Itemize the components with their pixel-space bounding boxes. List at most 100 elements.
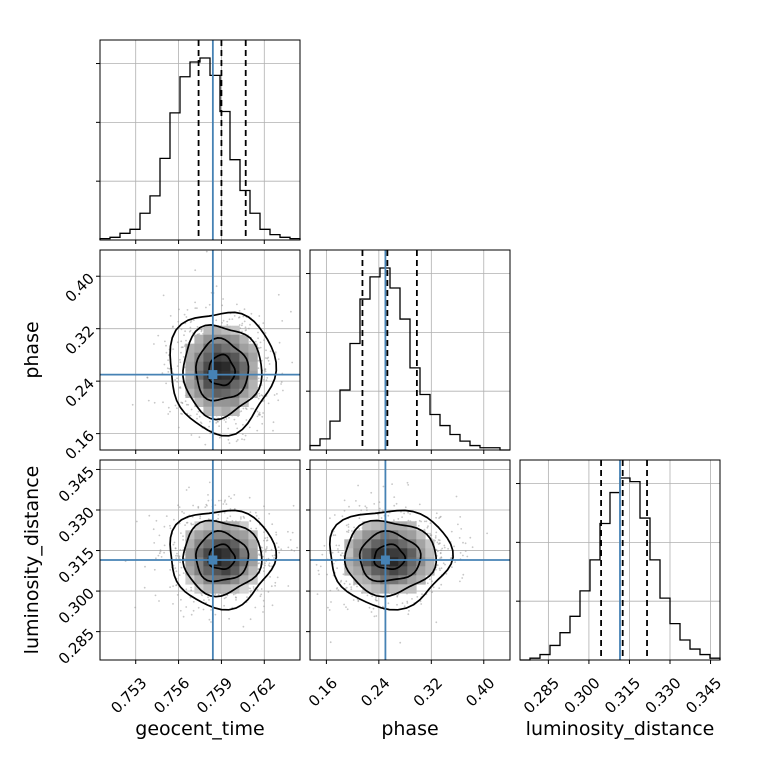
panel-geocent_time-vs-phase-scatter-point [236,439,239,441]
panel-geocent_time-vs-phase-scatter-point [177,320,180,323]
panel-geocent_time-vs-luminosity_distance-density-cell [221,548,231,558]
panel-geocent_time-vs-phase-scatter-point [187,403,190,406]
panel-geocent_time-vs-luminosity_distance-density-cell [203,566,213,576]
panel-geocent_time-vs-phase-scatter-point [243,438,246,441]
panel-geocent_time-vs-luminosity_distance-scatter-point [233,494,236,496]
panel-phase-vs-luminosity_distance-scatter-point [395,502,398,505]
panel-geocent_time-vs-luminosity_distance-scatter-point [254,606,257,609]
panel-geocent_time-vs-phase-scatter-point [165,351,168,354]
panel-geocent_time-vs-luminosity_distance-scatter-point [206,504,208,507]
panel-phase-vs-luminosity_distance-scatter-point [345,606,347,608]
panel-phase-vs-luminosity_distance-scatter-point [445,572,448,575]
tick-label-y-luminosity_distance-1: 0.300 [55,584,98,627]
panel-phase-vs-luminosity_distance-scatter-point [391,483,393,485]
panel-phase-vs-luminosity_distance-scatter-point [387,514,390,517]
panel-geocent_time-vs-phase-scatter-point [205,250,208,253]
panel-phase-vs-luminosity_distance-scatter-point [466,555,469,558]
panel-phase-vs-luminosity_distance-scatter-point [438,587,441,589]
panel-geocent_time-vs-luminosity_distance-scatter-point [214,593,217,596]
panel-phase-vs-luminosity_distance-scatter-point [357,484,359,487]
panel-geocent_time-vs-luminosity_distance-density-cell [212,548,222,558]
panel-geocent_time-vs-luminosity_distance-scatter-point [275,542,278,545]
panel-phase-vs-luminosity_distance-scatter-point [341,515,344,518]
panel-geocent_time-vs-luminosity_distance-scatter-point [273,557,275,559]
panel-geocent_time-vs-phase-scatter-point [244,407,247,410]
panel-phase-vs-luminosity_distance-scatter-point [464,550,467,552]
panel-geocent_time-vs-luminosity_distance-scatter-point [268,562,271,565]
panel-geocent_time-vs-luminosity_distance-scatter-point [192,504,195,507]
panel-geocent_time-vs-luminosity_distance-scatter-point [210,621,212,623]
panel-geocent_time-vs-luminosity_distance-scatter-point [217,593,220,596]
panel-geocent_time-vs-phase-scatter-point [131,403,134,406]
panel-phase-vs-luminosity_distance-scatter-point [435,531,438,534]
panel-geocent_time-vs-luminosity_distance-scatter-point [184,524,187,526]
panel-geocent_time-vs-luminosity_distance-scatter-point [263,539,265,542]
panel-geocent_time-vs-phase-scatter-point [221,304,224,307]
panel-geocent_time-vs-phase-scatter-point [238,316,241,318]
panel-geocent_time-vs-luminosity_distance-scatter-point [165,515,168,517]
panel-phase-vs-luminosity_distance-scatter-point [370,611,373,613]
panel-geocent_time-vs-luminosity_distance-scatter-point [169,524,171,527]
panel-phase-vs-luminosity_distance-scatter-point [329,589,332,592]
panel-phase-vs-luminosity_distance-scatter-point [459,552,462,554]
panel-phase-vs-luminosity_distance-scatter-point [471,546,474,549]
panel-geocent_time-vs-phase-scatter-point [252,407,254,410]
panel-phase-vs-luminosity_distance-scatter-point [393,519,395,522]
panel-phase-vs-luminosity_distance-scatter-point [333,514,336,516]
panel-geocent_time-vs-phase-density-cell [221,343,231,353]
panel-geocent_time-vs-luminosity_distance-scatter-point [264,562,266,565]
hist-geocent_time-frame [99,39,301,241]
panel-geocent_time-vs-luminosity_distance-scatter-point [223,511,226,514]
panel-geocent_time-vs-luminosity_distance-scatter-point [192,609,195,612]
panel-geocent_time-vs-phase-scatter-point [257,331,259,334]
panel-geocent_time-vs-luminosity_distance-scatter-point [269,576,271,578]
panel-phase-vs-luminosity_distance-scatter-point [378,501,381,504]
panel-geocent_time-vs-luminosity_distance-frame [99,459,301,661]
panel-geocent_time-vs-luminosity_distance-scatter-point [185,606,188,608]
panel-phase-vs-luminosity_distance-scatter-point [370,491,373,494]
tick-label-x-geocent_time-1: 0.756 [150,674,193,717]
panel-geocent_time-vs-luminosity_distance-scatter-point [265,539,268,542]
panel-geocent_time-vs-luminosity_distance-scatter-point [208,599,210,601]
panel-geocent_time-vs-phase-scatter-point [263,339,265,341]
panel-geocent_time-vs-phase-scatter-point [215,422,218,424]
panel-geocent_time-vs-phase-scatter-point [162,294,165,297]
panel-geocent_time-vs-luminosity_distance-scatter-point [263,567,265,569]
panel-geocent_time-vs-phase-scatter-point [259,341,262,344]
panel-geocent_time-vs-phase-scatter-point [190,408,193,411]
panel-geocent_time-vs-phase-scatter-point [174,404,177,407]
panel-geocent_time-vs-phase-scatter-point [198,333,201,335]
panel-geocent_time-vs-luminosity_distance-scatter-point [189,596,192,599]
panel-geocent_time-vs-phase-scatter-point [257,414,260,416]
panel-geocent_time-vs-phase-scatter-point [260,394,263,396]
panel-geocent_time-vs-phase-scatter-point [209,420,211,423]
panel-geocent_time-vs-luminosity_distance-scatter-point [267,564,270,567]
panel-geocent_time-vs-luminosity_distance-contour-2 [182,519,263,598]
panel-geocent_time-vs-luminosity_distance-scatter-point [153,568,156,571]
panel-geocent_time-vs-phase-scatter-point [268,363,271,365]
panel-geocent_time-vs-luminosity_distance-scatter-point [192,523,195,526]
panel-geocent_time-vs-phase-scatter-point [256,415,259,418]
panel-geocent_time-vs-luminosity_distance-scatter-point [152,528,155,531]
panel-geocent_time-vs-luminosity_distance-scatter-point [263,605,265,608]
panel-geocent_time-vs-luminosity_distance-scatter-point [190,589,193,592]
tick-label-x-phase-2: 0.32 [410,674,446,710]
panel-geocent_time-vs-phase-scatter-point [199,421,202,424]
panel-phase-vs-luminosity_distance-scatter-point [397,518,400,520]
panel-phase-vs-luminosity_distance-scatter-point [420,603,423,605]
panel-geocent_time-vs-phase-density-cell [248,361,258,371]
panel-phase-vs-luminosity_distance-scatter-point [321,553,324,556]
panel-geocent_time-vs-luminosity_distance-contour-1 [195,530,250,583]
panel-geocent_time-vs-phase-scatter-point [161,372,164,375]
panel-geocent_time-vs-phase-scatter-point [227,438,230,441]
panel-geocent_time-vs-phase-scatter-point [186,309,189,311]
panel-geocent_time-vs-luminosity_distance-scatter-point [262,611,264,613]
panel-geocent_time-vs-phase-scatter-point [176,407,178,410]
panel-geocent_time-vs-luminosity_distance-density-cell [194,530,204,540]
panel-geocent_time-vs-phase-density-cell [212,325,222,335]
panel-phase-vs-luminosity_distance-scatter-point [316,593,319,595]
panel-geocent_time-vs-luminosity_distance-density-cell [221,539,231,549]
panel-geocent_time-vs-luminosity_distance-scatter-point [249,618,252,621]
panel-geocent_time-vs-luminosity_distance-scatter-point [203,599,205,601]
panel-geocent_time-vs-phase-scatter-point [257,367,260,370]
